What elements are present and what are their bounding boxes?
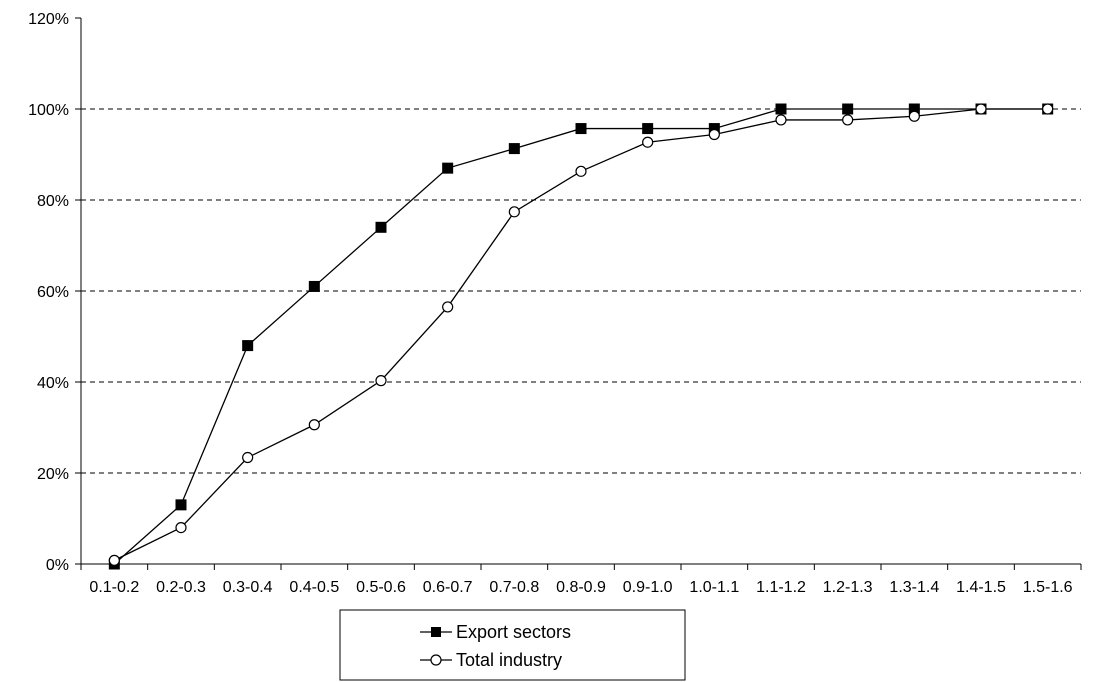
data-point-circle bbox=[175, 521, 187, 534]
axes bbox=[75, 17, 1082, 570]
y-tick-label: 80% bbox=[37, 193, 69, 210]
data-point-circle bbox=[842, 114, 854, 126]
data-point-square bbox=[842, 103, 854, 115]
data-point-circle bbox=[1042, 103, 1054, 115]
data-point-square bbox=[442, 162, 454, 174]
x-tick-label: 0.3-0.4 bbox=[223, 579, 273, 596]
x-tick-label: 0.1-0.2 bbox=[89, 579, 139, 596]
data-point-square bbox=[642, 123, 654, 135]
data-point-circle bbox=[975, 103, 987, 115]
x-tick-label: 1.2-1.3 bbox=[823, 579, 873, 596]
data-point-square bbox=[308, 280, 320, 292]
data-point-circle bbox=[708, 128, 720, 141]
y-tick-label: 100% bbox=[28, 102, 69, 119]
x-tick-label: 0.5-0.6 bbox=[356, 579, 406, 596]
legend-marker-circle bbox=[430, 654, 442, 666]
x-tick-label: 1.5-1.6 bbox=[1023, 579, 1073, 596]
x-tick-label: 0.4-0.5 bbox=[289, 579, 339, 596]
y-tick-label: 20% bbox=[37, 466, 69, 483]
legend-label: Export sectors bbox=[456, 622, 571, 642]
x-tick-label: 0.7-0.8 bbox=[489, 579, 539, 596]
legend-marker-square bbox=[431, 627, 441, 637]
x-axis-tick-labels: 0.1-0.2 0.2-0.3 0.3-0.4 0.4-0.5 0.5-0.6 0.6-0… bbox=[89, 579, 1072, 596]
series-total-industry bbox=[108, 103, 1054, 566]
data-point-circle bbox=[442, 301, 454, 313]
legend: Export sectors Total industry bbox=[339, 609, 686, 681]
data-series bbox=[108, 103, 1054, 570]
data-point-square bbox=[508, 143, 520, 155]
legend-label: Total industry bbox=[456, 650, 562, 670]
data-point-circle bbox=[375, 375, 387, 387]
y-tick-label: 40% bbox=[37, 375, 69, 392]
data-point-square bbox=[175, 499, 187, 511]
y-tick-label: 60% bbox=[37, 284, 69, 301]
data-point-circle bbox=[575, 165, 587, 177]
y-axis-tick-labels: 0% 20% 40% 60% 80% 100% 120% bbox=[28, 11, 69, 574]
x-tick-label: 0.6-0.7 bbox=[423, 579, 473, 596]
data-point-circle bbox=[308, 419, 320, 431]
x-tick-label: 0.2-0.3 bbox=[156, 579, 206, 596]
x-tick-label: 0.8-0.9 bbox=[556, 579, 606, 596]
data-point-square bbox=[242, 340, 254, 352]
gridlines bbox=[81, 108, 1081, 474]
data-point-circle bbox=[108, 554, 120, 566]
x-tick-label: 1.1-1.2 bbox=[756, 579, 806, 596]
data-point-circle bbox=[642, 136, 654, 148]
x-tick-label: 1.3-1.4 bbox=[889, 579, 939, 596]
data-point-circle bbox=[908, 110, 920, 122]
x-tick-label: 0.9-1.0 bbox=[623, 579, 673, 596]
x-tick-label: 1.4-1.5 bbox=[956, 579, 1006, 596]
data-point-square bbox=[575, 123, 587, 135]
data-point-square bbox=[375, 221, 387, 233]
legend-item: Total industry bbox=[420, 650, 562, 670]
data-point-square bbox=[775, 103, 787, 115]
legend-item: Export sectors bbox=[420, 622, 571, 642]
data-point-circle bbox=[508, 206, 520, 218]
y-tick-label: 120% bbox=[28, 11, 69, 28]
x-tick-label: 1.0-1.1 bbox=[689, 579, 739, 596]
y-tick-label: 0% bbox=[46, 557, 69, 574]
series-line bbox=[113, 108, 1048, 565]
legend-box bbox=[339, 609, 686, 681]
data-point-circle bbox=[242, 451, 254, 464]
data-point-circle bbox=[775, 114, 787, 126]
